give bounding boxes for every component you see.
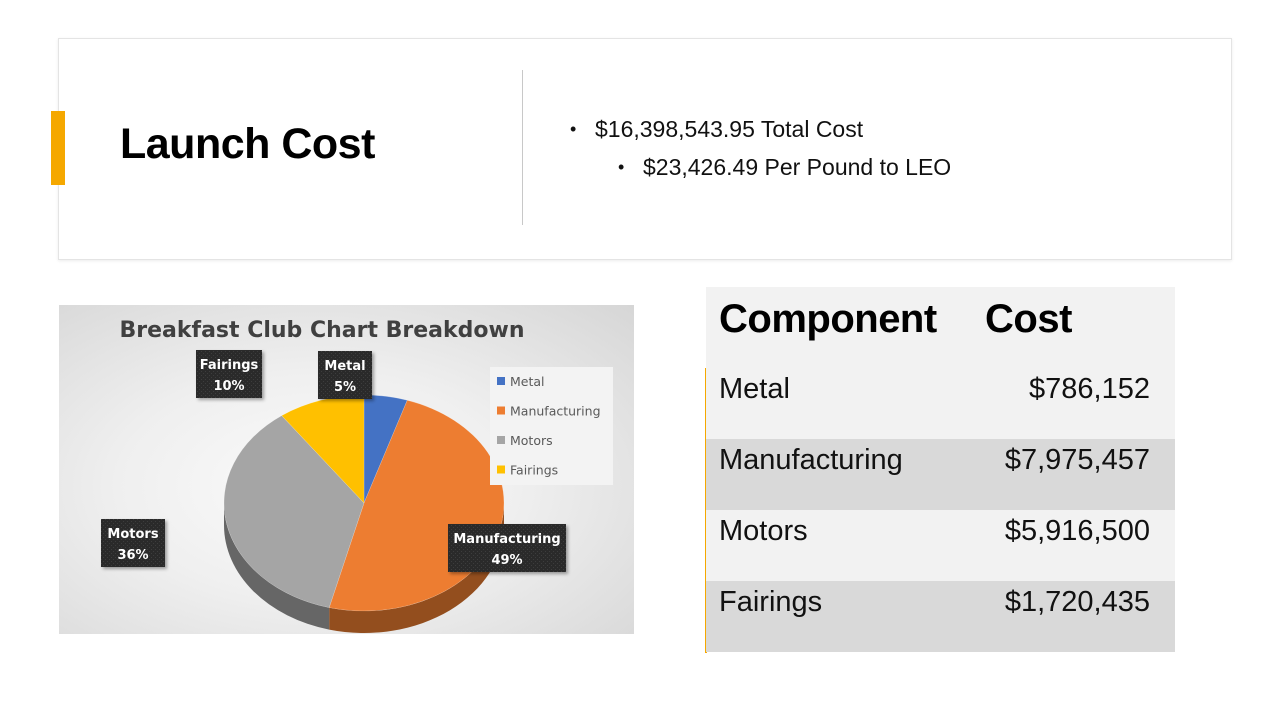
data-label-metal: Metal 5%	[318, 351, 372, 399]
data-label-name: Metal	[324, 359, 365, 374]
bullet-text: $23,426.49 Per Pound to LEO	[643, 154, 952, 180]
bullet-dot-icon: •	[570, 119, 577, 139]
table-cell-cost: $786,152	[1029, 373, 1150, 405]
data-label-percent: 10%	[213, 379, 244, 394]
table-header-cost: Cost	[985, 297, 1072, 341]
legend-item-fairings: Fairings	[497, 463, 558, 478]
accent-bar	[51, 111, 65, 185]
table-cell-cost: $1,720,435	[1004, 586, 1150, 618]
table-header-component: Component	[719, 297, 937, 341]
data-label-box	[196, 350, 262, 398]
table-row: Metal $786,152	[706, 368, 1175, 439]
pie-data-labels: Metal 5% Manufacturing 49% Motors 36% Fairings…	[101, 350, 566, 572]
pie-depth-manufacturing	[329, 503, 504, 633]
pie-slice-motors	[223, 415, 365, 608]
legend-background	[490, 367, 613, 485]
table-cell-component: Fairings	[719, 586, 823, 618]
data-label-box	[318, 351, 372, 399]
legend-label: Manufacturing	[510, 404, 601, 419]
data-label-box	[101, 519, 165, 567]
legend-item-motors: Motors	[497, 433, 553, 448]
bullet-text: $16,398,543.95 Total Cost	[595, 116, 864, 142]
table-row: Manufacturing $7,975,457	[706, 439, 1175, 510]
legend-label: Metal	[510, 374, 545, 389]
data-label-name: Manufacturing	[453, 532, 560, 547]
data-label-name: Motors	[107, 527, 158, 542]
bullet-list: • $16,398,543.95 Total Cost • $23,426.49…	[570, 114, 951, 190]
bullet-total-cost: • $16,398,543.95 Total Cost	[570, 114, 951, 152]
data-label-percent: 49%	[491, 553, 522, 568]
chart-title: Breakfast Club Chart Breakdown	[119, 318, 524, 343]
legend-swatch	[497, 436, 505, 444]
pie-chart-svg: Breakfast Club Chart Breakdown Metal 5% Ma…	[101, 318, 613, 633]
pie-depth-motors	[224, 503, 330, 630]
pie-slices	[223, 394, 505, 612]
data-label-fairings: Fairings 10%	[196, 350, 262, 398]
table-row: Fairings $1,720,435	[706, 581, 1175, 652]
bullet-per-pound: • $23,426.49 Per Pound to LEO	[570, 152, 951, 190]
cost-table: Component Cost Metal $786,152 Manufactur…	[706, 287, 1175, 652]
pie-chart: Breakfast Club Chart Breakdown Metal 5% Ma…	[59, 305, 634, 634]
table-cell-component: Motors	[719, 515, 808, 547]
table-cell-component: Manufacturing	[719, 444, 903, 476]
legend-item-manufacturing: Manufacturing	[497, 404, 601, 419]
title-card	[58, 38, 1232, 260]
slide-title: Launch Cost	[120, 120, 375, 168]
table-cell-cost: $5,916,500	[1004, 515, 1150, 547]
legend-swatch	[497, 406, 505, 415]
title-divider	[522, 70, 523, 225]
legend-label: Fairings	[510, 463, 558, 478]
pie-depth	[224, 503, 504, 633]
table-row: Motors $5,916,500	[706, 510, 1175, 581]
table-header-row: Component Cost	[706, 287, 1175, 368]
data-label-motors: Motors 36%	[101, 519, 165, 567]
data-label-percent: 36%	[117, 548, 148, 563]
legend-item-metal: Metal	[497, 374, 545, 389]
legend-swatch	[497, 377, 505, 385]
data-label-manufacturing: Manufacturing 49%	[448, 524, 566, 572]
legend-swatch	[497, 465, 505, 474]
data-label-percent: 5%	[334, 380, 356, 395]
table-cell-component: Metal	[719, 373, 790, 405]
table-cell-cost: $7,975,457	[1004, 444, 1150, 476]
legend-label: Motors	[510, 433, 553, 448]
data-label-name: Fairings	[200, 358, 259, 373]
chart-legend: Metal Manufacturing Motors Fairings	[490, 367, 613, 485]
data-label-box	[448, 524, 566, 572]
bullet-dot-icon: •	[618, 157, 625, 177]
